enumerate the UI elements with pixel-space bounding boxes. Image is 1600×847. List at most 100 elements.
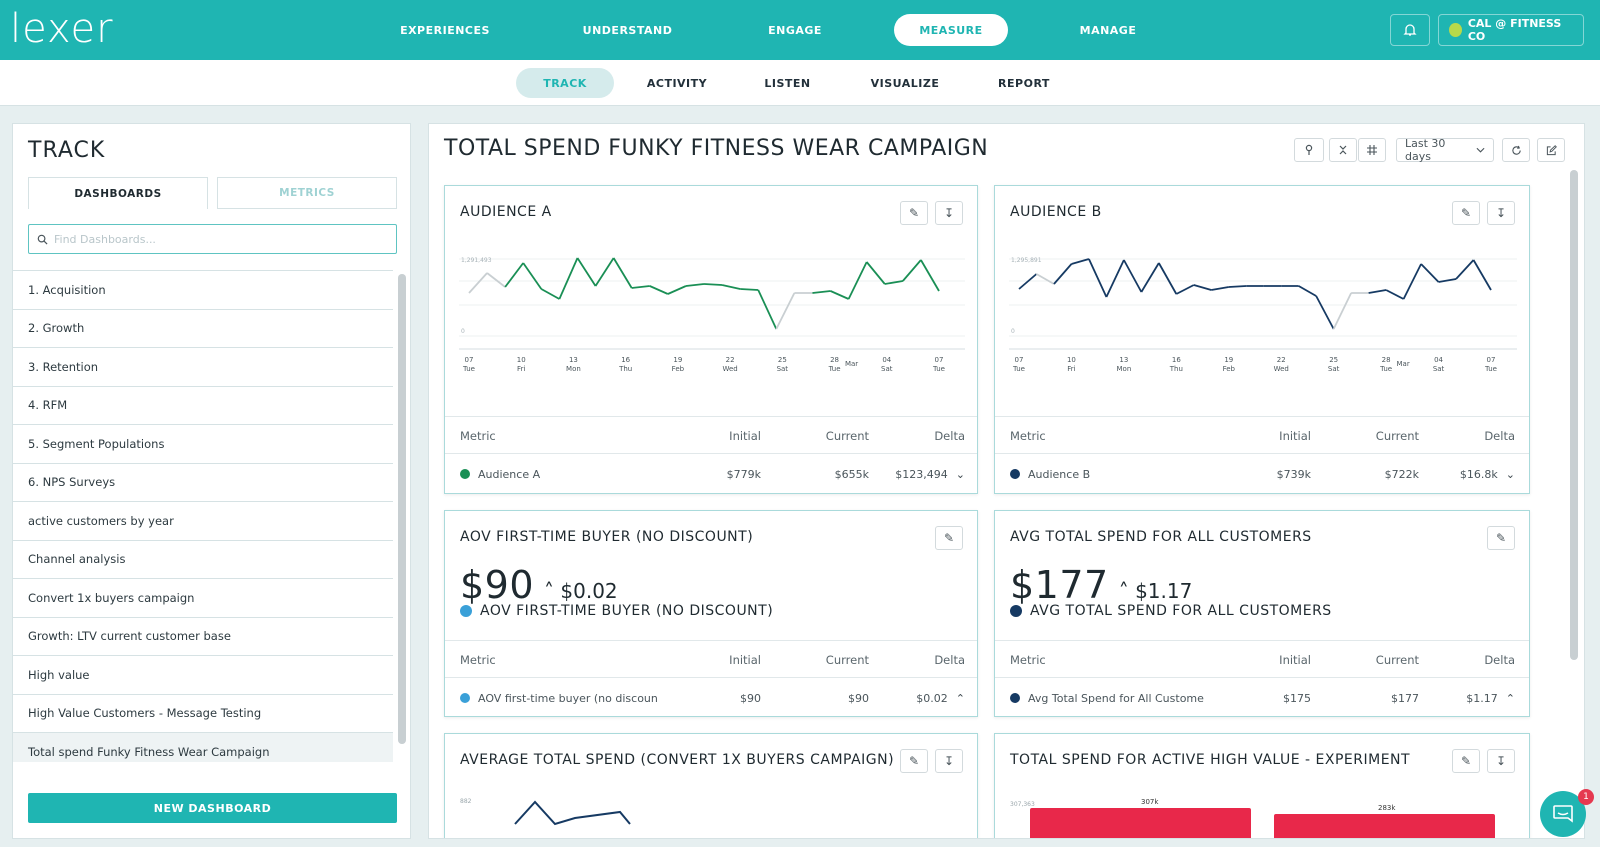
series-line-segment	[486, 272, 506, 288]
series-line-segment	[1158, 262, 1178, 295]
notifications-button[interactable]	[1390, 14, 1430, 46]
delta-value[interactable]: $1.17 ⌃	[1435, 679, 1515, 716]
list-scrollbar-thumb[interactable]	[398, 274, 406, 744]
tab-dashboards[interactable]: DASHBOARDS	[28, 177, 208, 209]
current-value: $722k	[1384, 467, 1419, 481]
subnav-report[interactable]: REPORT	[998, 76, 1050, 90]
y-axis-max-label: 1,295,891	[1011, 257, 1042, 264]
series-line-segment	[631, 285, 650, 289]
x-tick-weekday: Tue	[1484, 365, 1497, 373]
edit-card-button[interactable]: ✎	[1487, 526, 1515, 550]
dashboard-list-item[interactable]: 5. Segment Populations	[13, 425, 393, 464]
collapse-button[interactable]	[1329, 138, 1357, 162]
kpi-number: $90	[460, 563, 535, 607]
download-card-button[interactable]: ↧	[1487, 201, 1515, 225]
header-delta: Delta	[1484, 429, 1515, 443]
dashboard-list-item[interactable]: active customers by year	[13, 502, 393, 541]
edit-icon: ✎	[1460, 754, 1472, 768]
header-delta: Delta	[1484, 653, 1515, 667]
avg-total-spend-card: AVG TOTAL SPEND FOR ALL CUSTOMERS ✎ $177…	[994, 510, 1530, 717]
edit-icon: ✎	[908, 206, 920, 220]
series-line-segment	[1472, 259, 1492, 291]
download-card-button[interactable]: ↧	[935, 201, 963, 225]
nav-experiences[interactable]: EXPERIENCES	[400, 23, 490, 37]
download-card-button[interactable]: ↧	[1487, 749, 1515, 773]
delta-text: $16.8k	[1459, 467, 1498, 481]
x-tick-day: 19	[673, 356, 682, 364]
series-line-segment	[1036, 273, 1055, 285]
dashboard-list-item[interactable]: 6. NPS Surveys	[13, 464, 393, 502]
list-scrollbar[interactable]	[398, 274, 406, 744]
x-tick-day: 07	[935, 356, 944, 364]
card-title: AVERAGE TOTAL SPEND (CONVERT 1X BUYERS C…	[460, 752, 895, 768]
dashboard-list-item[interactable]: Total spend Funky Fitness Wear Campaign	[13, 733, 393, 762]
delta-value[interactable]: $16.8k ⌄	[1435, 455, 1515, 493]
subnav-visualize[interactable]: VISUALIZE	[870, 76, 940, 90]
kpi-delta-value: $0.02	[560, 579, 618, 603]
header-metric: Metric	[460, 653, 496, 667]
edit-dashboard-button[interactable]	[1537, 138, 1565, 162]
nav-engage[interactable]: ENGAGE	[768, 23, 822, 37]
x-tick-day: 28	[1382, 356, 1391, 364]
edit-card-button[interactable]: ✎	[900, 749, 928, 773]
edit-card-button[interactable]: ✎	[1452, 201, 1480, 225]
account-menu[interactable]: CAL @ FITNESS CO	[1438, 14, 1584, 46]
edit-card-button[interactable]: ✎	[900, 201, 928, 225]
hash-icon	[1367, 145, 1377, 155]
kpi-number: $177	[1010, 563, 1109, 607]
x-tick-day: 13	[1119, 356, 1128, 364]
dashboard-list-item[interactable]: 2. Growth	[13, 310, 393, 348]
series-line-segment	[1315, 295, 1335, 330]
pin-button[interactable]	[1294, 138, 1324, 162]
nav-measure[interactable]: MEASURE	[894, 14, 1008, 46]
edit-card-button[interactable]: ✎	[1452, 749, 1480, 773]
dashboard-list-item[interactable]: 4. RFM	[13, 387, 393, 425]
refresh-button[interactable]	[1502, 138, 1530, 162]
kpi-delta-value: $1.17	[1135, 579, 1193, 603]
x-tick-day: 04	[1434, 356, 1443, 364]
series-line-segment	[1420, 263, 1440, 283]
nav-manage[interactable]: MANAGE	[1079, 23, 1137, 37]
metric-name: AOV first-time buyer (no discoun	[460, 679, 658, 716]
delta-value[interactable]: $123,494 ⌄	[885, 455, 965, 493]
dashboard-list-item[interactable]: Convert 1x buyers campaign	[13, 579, 393, 618]
convert-series-line	[514, 800, 631, 826]
dashboard-list-item[interactable]: Channel analysis	[13, 541, 393, 579]
series-line-segment	[540, 288, 560, 300]
x-tick-weekday: Tue	[828, 365, 841, 373]
edit-card-button[interactable]: ✎	[935, 526, 963, 550]
dashboard-list-item[interactable]: High value	[13, 656, 393, 695]
main-scrollbar[interactable]	[1570, 170, 1578, 660]
dashboard-list-item[interactable]: Growth: LTV current customer base	[13, 618, 393, 656]
dashboard-list-item[interactable]: 3. Retention	[13, 348, 393, 387]
series-line-segment	[1368, 289, 1387, 294]
series-line-segment	[847, 261, 868, 300]
audience-b-card: AUDIENCE B ✎ ↧ 1,295,891 0 07 Tue 10 Fri 13 Mon…	[994, 185, 1530, 494]
date-range-select[interactable]: Last 30 days	[1396, 137, 1494, 163]
average-total-spend-convert-card: AVERAGE TOTAL SPEND (CONVERT 1X BUYERS C…	[444, 733, 978, 838]
series-line-segment	[757, 289, 778, 330]
refresh-icon	[1511, 145, 1521, 155]
download-icon: ↧	[1495, 206, 1507, 220]
grid-button[interactable]	[1358, 138, 1386, 162]
kpi-value: $90 ˄ $0.02	[460, 563, 618, 607]
card-title: AUDIENCE B	[1010, 204, 1102, 220]
table-row: Audience B $739k $722k $16.8k ⌄	[995, 455, 1529, 493]
search-input[interactable]	[54, 232, 374, 246]
dashboard-search	[28, 224, 397, 254]
new-dashboard-button[interactable]: NEW DASHBOARD	[28, 793, 397, 823]
series-line-segment	[830, 290, 849, 300]
subnav-activity[interactable]: ACTIVITY	[646, 76, 708, 90]
metric-label: Avg Total Spend for All Custome	[1028, 691, 1204, 705]
dashboard-list-item[interactable]: 1. Acquisition	[13, 271, 393, 310]
lexer-logo[interactable]: lexer	[10, 6, 114, 52]
tab-metrics[interactable]: METRICS	[217, 177, 397, 209]
dashboard-list-item[interactable]: High Value Customers - Message Testing	[13, 695, 393, 733]
download-card-button[interactable]: ↧	[935, 749, 963, 773]
delta-value[interactable]: $0.02 ⌃	[885, 679, 965, 716]
subnav-track[interactable]: TRACK	[516, 68, 614, 98]
delta-text: $1.17	[1466, 691, 1498, 705]
subnav-listen[interactable]: LISTEN	[764, 76, 811, 90]
download-icon: ↧	[1495, 754, 1507, 768]
nav-understand[interactable]: UNDERSTAND	[582, 23, 673, 37]
